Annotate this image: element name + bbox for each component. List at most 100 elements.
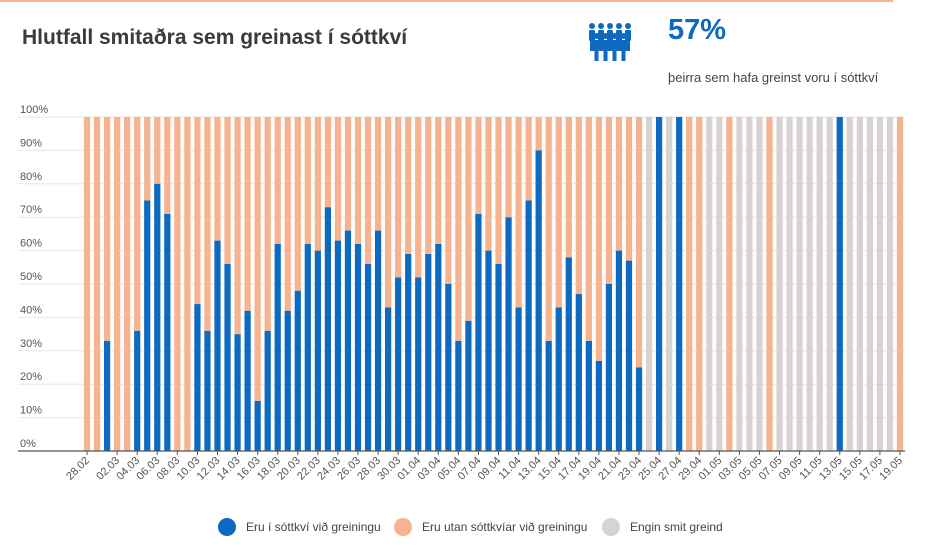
bar-segment [385, 307, 392, 451]
bar-segment [585, 340, 592, 451]
legend-item-quarantine: Eru í sóttkví við greiningu [218, 518, 381, 536]
bar-segment [505, 217, 512, 451]
x-tick-label: 09.05 [777, 455, 805, 483]
bar-segment [425, 253, 432, 451]
bar-segment [625, 260, 633, 451]
bar-segment [334, 240, 342, 451]
bar-segment [465, 117, 472, 321]
bar-segment [224, 263, 231, 451]
bar-segment [324, 207, 332, 451]
bar-segment [605, 284, 613, 451]
legend-item-outside: Eru utan sóttkvíar við greiningu [394, 518, 587, 536]
x-tick-label: 28.02 [64, 455, 92, 483]
bar-segment [374, 230, 382, 451]
bar-segment [204, 117, 211, 331]
bar-segment [354, 117, 362, 244]
bar-segment [334, 117, 342, 241]
bar-segment [615, 117, 623, 251]
bar-segment [344, 230, 352, 451]
bar-segment [374, 117, 382, 231]
legend-item-none: Engin smit greind [602, 518, 723, 536]
bar-segment [415, 277, 422, 451]
bar-segment [595, 117, 602, 361]
people-group-icon [589, 23, 631, 61]
bar-segment [274, 243, 281, 451]
bar-segment [425, 117, 432, 254]
legend-label-quarantine: Eru í sóttkví við greiningu [246, 520, 381, 534]
bar-segment [585, 117, 592, 341]
bar-segment [385, 117, 392, 308]
legend-swatch-outside [394, 518, 412, 536]
bar-segment [344, 117, 352, 231]
y-tick-label: 50% [20, 271, 42, 283]
bar-segment [354, 243, 362, 451]
bar-segment [535, 117, 542, 151]
bar-segment [555, 117, 562, 308]
bar-segment [234, 117, 241, 335]
bar-segment [395, 117, 402, 278]
bar-segment [666, 117, 673, 451]
bar-segment [856, 117, 863, 451]
bar-segment [786, 117, 793, 451]
bar-segment [214, 240, 221, 451]
bar-segment [465, 320, 472, 451]
y-tick-label: 30% [20, 338, 42, 350]
bar-segment [244, 117, 251, 311]
bar-segment [495, 263, 502, 451]
bar-segment [435, 243, 442, 451]
chart-title: Hlutfall smitaðra sem greinast í sóttkví [22, 26, 408, 49]
bar-segment [846, 117, 853, 451]
bar-segment [535, 150, 542, 451]
bar-segment [134, 117, 141, 331]
bar-segment [395, 277, 402, 451]
bar-segment [284, 310, 291, 451]
bar-segment [826, 117, 833, 451]
legend-swatch-quarantine [218, 518, 236, 536]
bar-segment [866, 117, 873, 451]
bar-segment [545, 340, 552, 451]
bar-segment [525, 200, 532, 451]
bar-segment [415, 117, 422, 278]
bar-segment [103, 340, 111, 451]
y-tick-label: 70% [20, 204, 42, 216]
bar-segment [776, 117, 783, 451]
stacked-bar-chart: 0%10%20%30%40%50%60%70%80%90%100%28.02 02… [18, 104, 905, 483]
bar-segment [264, 117, 271, 331]
bar-segment [635, 367, 643, 451]
bar-segment [445, 284, 452, 451]
bar-segment [645, 117, 653, 451]
bar-segment [696, 117, 703, 451]
bar-segment [816, 117, 823, 451]
bar-segment [174, 117, 181, 451]
bar-segment [304, 117, 311, 244]
bar-segment [364, 263, 372, 451]
bar-segment [595, 360, 602, 451]
bar-segment [264, 330, 271, 451]
bar-segment [254, 400, 261, 451]
y-tick-label: 0% [20, 438, 36, 450]
bar-segment [706, 117, 713, 451]
bar-segment [676, 117, 683, 451]
bar-segment [83, 117, 91, 451]
highlight-caption: þeirra sem hafa greinst voru í sóttkví [668, 70, 879, 85]
bar-segment [575, 117, 582, 295]
bar-segment [716, 117, 723, 451]
bar-segment [114, 117, 121, 451]
bar-segment [103, 117, 111, 341]
highlight-percentage: 57% [668, 14, 727, 46]
x-tick-label: 19.05 [877, 455, 905, 483]
bar-segment [565, 257, 572, 451]
bar-segment [756, 117, 763, 451]
bar-segment [254, 117, 261, 401]
bar-segment [746, 117, 753, 451]
bar-segment [314, 250, 321, 451]
y-tick-label: 90% [20, 137, 42, 149]
bar-segment [605, 117, 613, 284]
bar-segment [615, 250, 623, 451]
bar-segment [144, 117, 151, 201]
bar-segment [565, 117, 572, 258]
y-tick-label: 80% [20, 171, 42, 183]
y-tick-label: 20% [20, 371, 42, 383]
bar-segment [505, 117, 512, 218]
bar-segment [294, 290, 301, 451]
